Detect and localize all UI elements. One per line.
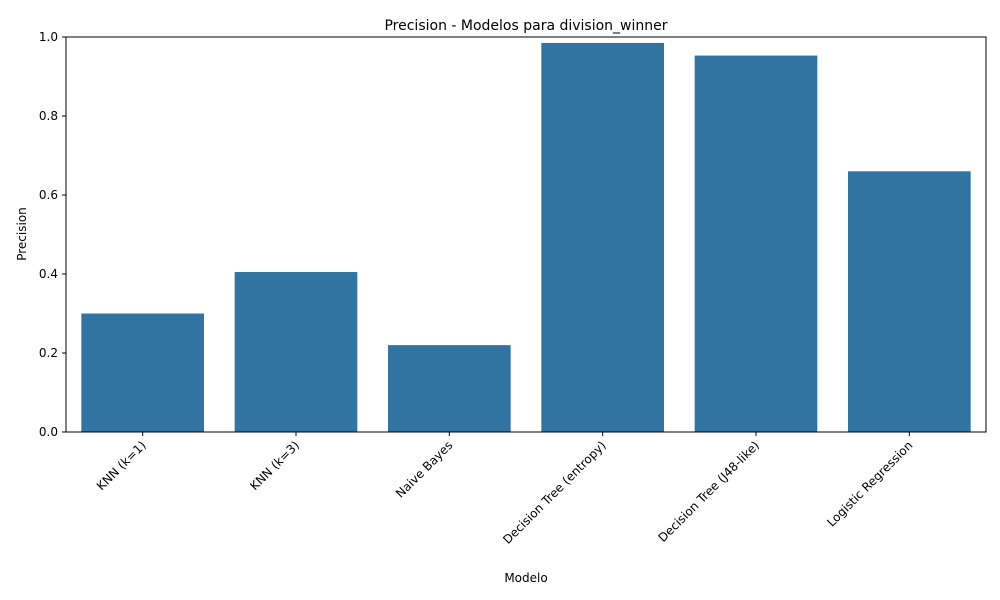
x-tick-label: Naive Bayes bbox=[393, 438, 455, 500]
chart-title: Precision - Modelos para division_winner bbox=[384, 18, 667, 34]
y-tick-label: 0.2 bbox=[39, 346, 58, 360]
x-axis-label: Modelo bbox=[504, 571, 547, 585]
bar bbox=[388, 345, 511, 432]
x-tick-label: Decision Tree (entropy) bbox=[500, 438, 609, 547]
y-tick-label: 0.4 bbox=[39, 267, 58, 281]
y-tick-label: 0.0 bbox=[39, 425, 58, 439]
bar bbox=[541, 42, 664, 433]
y-tick-label: 1.0 bbox=[39, 30, 58, 44]
y-axis-label: Precision bbox=[15, 207, 29, 261]
y-tick-label: 0.8 bbox=[39, 109, 58, 123]
y-axis: 0.0 0.2 0.4 0.6 0.8 1.0 bbox=[39, 30, 66, 439]
x-axis: KNN (k=1) KNN (k=3) Naive Bayes Decision Tr… bbox=[94, 432, 915, 547]
x-tick-label: KNN (k=3) bbox=[247, 438, 302, 493]
bar bbox=[81, 313, 204, 432]
x-tick-label: Decision Tree (J48-like) bbox=[655, 438, 762, 545]
x-tick-label: KNN (k=1) bbox=[94, 438, 149, 493]
bar bbox=[694, 55, 818, 432]
bar bbox=[848, 171, 971, 433]
bar bbox=[234, 272, 358, 432]
plot-frame bbox=[65, 36, 987, 433]
y-tick-label: 0.6 bbox=[39, 188, 58, 202]
x-tick-label: Logistic Regression bbox=[824, 438, 915, 529]
bars-group bbox=[81, 42, 971, 433]
